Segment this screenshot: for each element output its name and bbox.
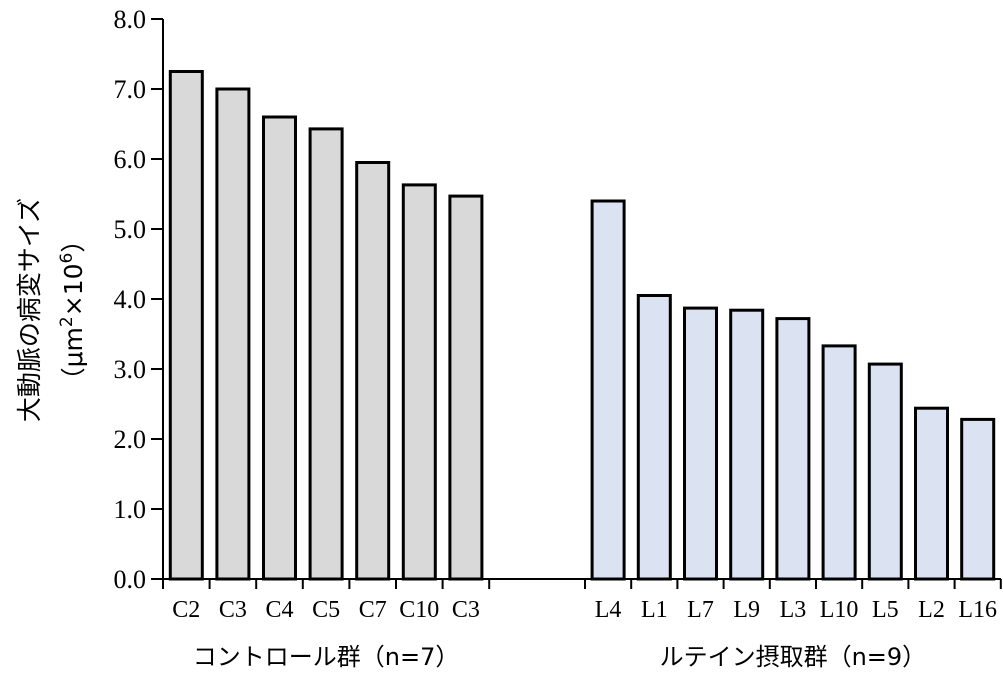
x-tick-label: C5 bbox=[312, 597, 340, 623]
y-tick-label: 8.0 bbox=[114, 5, 147, 34]
y-tick-label: 0.0 bbox=[114, 565, 147, 594]
y-tick-label: 5.0 bbox=[114, 215, 147, 244]
bar bbox=[262, 115, 297, 581]
bar bbox=[867, 362, 903, 581]
y-tick-label: 2.0 bbox=[114, 425, 147, 454]
x-tick-label: L10 bbox=[820, 597, 859, 623]
y-axis-label: 大動脈の病変サイズ （μm2×106） bbox=[15, 198, 88, 422]
group-label: コントロール群（n=7） bbox=[193, 643, 460, 671]
bar bbox=[775, 317, 811, 581]
bar bbox=[729, 308, 765, 581]
axes: 0.0 1.0 2.0 3.0 4.0 5.0 6.0 7.0 8.0 bbox=[114, 5, 1002, 594]
y-tick-label: 4.0 bbox=[114, 285, 147, 314]
bar bbox=[914, 406, 949, 581]
x-tick-label: L9 bbox=[733, 597, 760, 623]
bar bbox=[821, 344, 857, 581]
bar bbox=[308, 127, 344, 581]
bar bbox=[636, 294, 672, 581]
bar bbox=[448, 194, 484, 581]
x-tick-label: L3 bbox=[780, 597, 807, 623]
y-axis-title-line1: 大動脈の病変サイズ bbox=[15, 198, 44, 422]
x-tick-label: L16 bbox=[958, 597, 997, 623]
x-tick-label: C7 bbox=[359, 597, 387, 623]
group-label: ルテイン摂取群（n=9） bbox=[660, 643, 927, 671]
x-tick-label: L7 bbox=[687, 597, 714, 623]
x-tick-label: L4 bbox=[595, 597, 622, 623]
x-tick-label: L1 bbox=[641, 597, 668, 623]
x-tick-label: C2 bbox=[172, 597, 200, 623]
bar bbox=[590, 199, 626, 581]
bar bbox=[168, 70, 204, 581]
category-labels: C2 C3 C4 C5 C7 C10 C3 コントロール群（n=7） L4 L1 L7 L9 L3 L10… bbox=[172, 597, 997, 671]
x-tick-label: L5 bbox=[872, 597, 899, 623]
y-tick-label: 6.0 bbox=[114, 145, 147, 174]
bar bbox=[683, 306, 718, 581]
x-tick-label: C3 bbox=[219, 597, 247, 623]
y-axis-title-line2: （μm2×106） bbox=[57, 228, 88, 393]
bars bbox=[168, 70, 996, 581]
bar bbox=[215, 87, 251, 581]
x-tick-label: C3 bbox=[452, 597, 480, 623]
bar bbox=[355, 161, 391, 581]
x-tick-label: C10 bbox=[399, 597, 439, 623]
bar bbox=[960, 417, 996, 581]
x-tick-label: C4 bbox=[265, 597, 293, 623]
y-tick-label: 7.0 bbox=[114, 75, 147, 104]
y-tick-label: 3.0 bbox=[114, 355, 147, 384]
x-tick-label: L2 bbox=[918, 597, 945, 623]
y-tick-label: 1.0 bbox=[114, 495, 147, 524]
bar bbox=[401, 183, 437, 581]
